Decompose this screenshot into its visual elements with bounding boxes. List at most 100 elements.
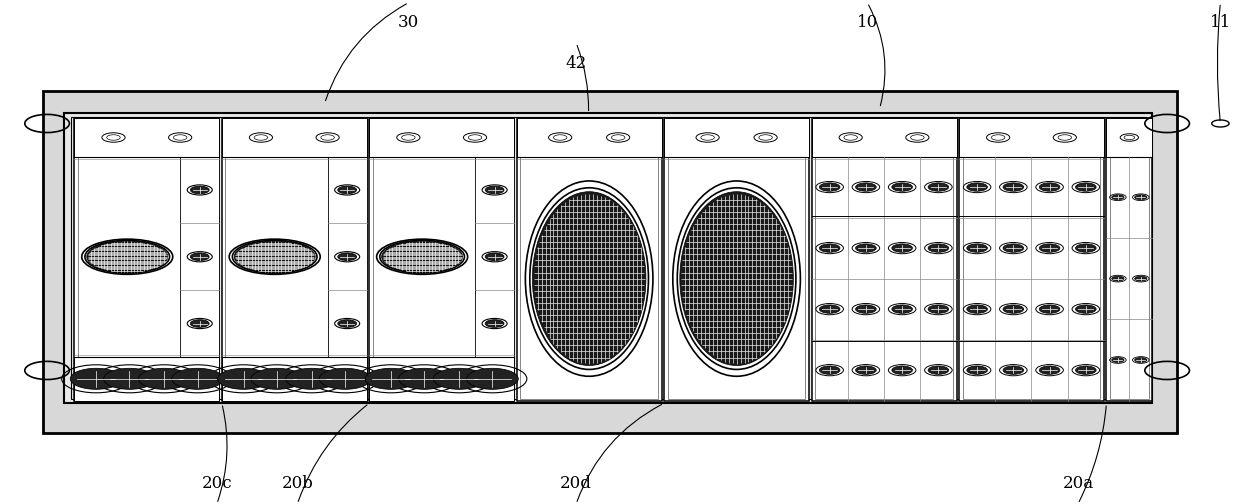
Circle shape	[966, 366, 987, 374]
Bar	[517, 118, 662, 157]
Circle shape	[1075, 183, 1097, 191]
Circle shape	[1004, 305, 1023, 313]
Ellipse shape	[680, 192, 793, 365]
Bar	[664, 118, 809, 157]
Circle shape	[1135, 276, 1147, 281]
Bar	[369, 357, 514, 401]
Circle shape	[172, 368, 223, 389]
Circle shape	[486, 186, 504, 194]
Bar	[222, 118, 367, 401]
Circle shape	[986, 133, 1010, 142]
Circle shape	[338, 253, 357, 261]
Bar	[327, 157, 367, 357]
Bar	[369, 118, 514, 157]
Circle shape	[486, 253, 504, 261]
Circle shape	[1004, 366, 1023, 374]
Circle shape	[1040, 366, 1059, 374]
Ellipse shape	[533, 192, 646, 365]
Bar	[815, 120, 953, 399]
Circle shape	[191, 186, 209, 194]
Bar	[959, 118, 1104, 157]
Bar	[668, 120, 805, 399]
Circle shape	[819, 183, 840, 191]
Text: 20a: 20a	[1062, 475, 1094, 492]
Text: 20c: 20c	[202, 475, 232, 492]
Circle shape	[316, 133, 339, 142]
Circle shape	[1075, 244, 1097, 253]
Bar	[74, 118, 219, 401]
Circle shape	[467, 368, 518, 389]
Circle shape	[928, 244, 949, 253]
Ellipse shape	[382, 241, 462, 272]
Circle shape	[856, 244, 876, 253]
Bar	[812, 118, 957, 401]
Circle shape	[1135, 357, 1147, 362]
Bar	[225, 120, 363, 399]
Circle shape	[819, 366, 840, 374]
Circle shape	[549, 133, 571, 142]
Circle shape	[1004, 244, 1023, 253]
Circle shape	[169, 133, 192, 142]
Circle shape	[856, 366, 876, 374]
Circle shape	[892, 305, 912, 313]
Bar	[71, 117, 1146, 399]
Circle shape	[696, 133, 719, 142]
Circle shape	[607, 133, 629, 142]
Bar	[517, 118, 662, 401]
Bar	[475, 157, 514, 357]
Circle shape	[755, 133, 777, 142]
Circle shape	[928, 305, 949, 313]
Circle shape	[486, 320, 504, 328]
Circle shape	[338, 320, 357, 328]
Circle shape	[1040, 305, 1059, 313]
Text: 30: 30	[398, 14, 420, 31]
Circle shape	[892, 183, 912, 191]
Text: 42: 42	[565, 54, 587, 72]
Bar	[1110, 120, 1149, 399]
Circle shape	[892, 366, 912, 374]
Circle shape	[1040, 244, 1059, 253]
Circle shape	[1111, 195, 1124, 200]
Text: 20d: 20d	[560, 475, 592, 492]
Bar	[43, 91, 1177, 433]
Circle shape	[966, 305, 987, 313]
Bar	[369, 118, 514, 401]
Bar	[373, 120, 510, 399]
Circle shape	[928, 183, 949, 191]
Bar	[959, 118, 1104, 401]
Circle shape	[399, 368, 450, 389]
Circle shape	[1111, 357, 1124, 362]
Bar	[812, 118, 957, 157]
Circle shape	[338, 186, 357, 194]
Bar	[74, 118, 219, 157]
Circle shape	[1053, 133, 1077, 142]
Circle shape	[252, 368, 302, 389]
Circle shape	[1040, 183, 1059, 191]
Bar	[180, 157, 219, 357]
Circle shape	[191, 253, 209, 261]
Circle shape	[1075, 366, 1097, 374]
Circle shape	[856, 183, 876, 191]
Text: 20b: 20b	[281, 475, 313, 492]
Circle shape	[396, 133, 420, 142]
Circle shape	[966, 183, 987, 191]
Circle shape	[1004, 183, 1023, 191]
Bar	[222, 118, 367, 157]
Circle shape	[819, 244, 840, 253]
Bar	[1106, 118, 1152, 157]
Bar	[74, 357, 219, 401]
Circle shape	[102, 133, 125, 142]
Text: 10: 10	[856, 14, 878, 31]
Circle shape	[286, 368, 337, 389]
Text: 11: 11	[1209, 14, 1232, 31]
Circle shape	[819, 305, 840, 313]
Circle shape	[218, 368, 269, 389]
Ellipse shape	[87, 241, 167, 272]
Circle shape	[1111, 276, 1124, 281]
Circle shape	[966, 244, 987, 253]
Circle shape	[139, 368, 190, 389]
Circle shape	[249, 133, 273, 142]
Circle shape	[71, 368, 121, 389]
Circle shape	[320, 368, 370, 389]
Bar	[1106, 118, 1152, 401]
